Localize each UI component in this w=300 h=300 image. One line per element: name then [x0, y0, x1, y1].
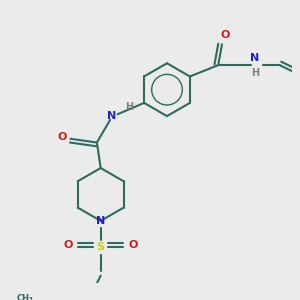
Text: O: O [64, 240, 73, 250]
Text: CH₃: CH₃ [17, 294, 34, 300]
Text: N: N [250, 52, 260, 63]
Text: O: O [220, 30, 230, 40]
Text: O: O [57, 132, 67, 142]
Text: H: H [251, 68, 259, 78]
Text: H: H [125, 102, 133, 112]
Text: O: O [128, 240, 137, 250]
Text: N: N [107, 111, 117, 121]
Text: S: S [97, 242, 105, 252]
Text: N: N [96, 216, 105, 226]
